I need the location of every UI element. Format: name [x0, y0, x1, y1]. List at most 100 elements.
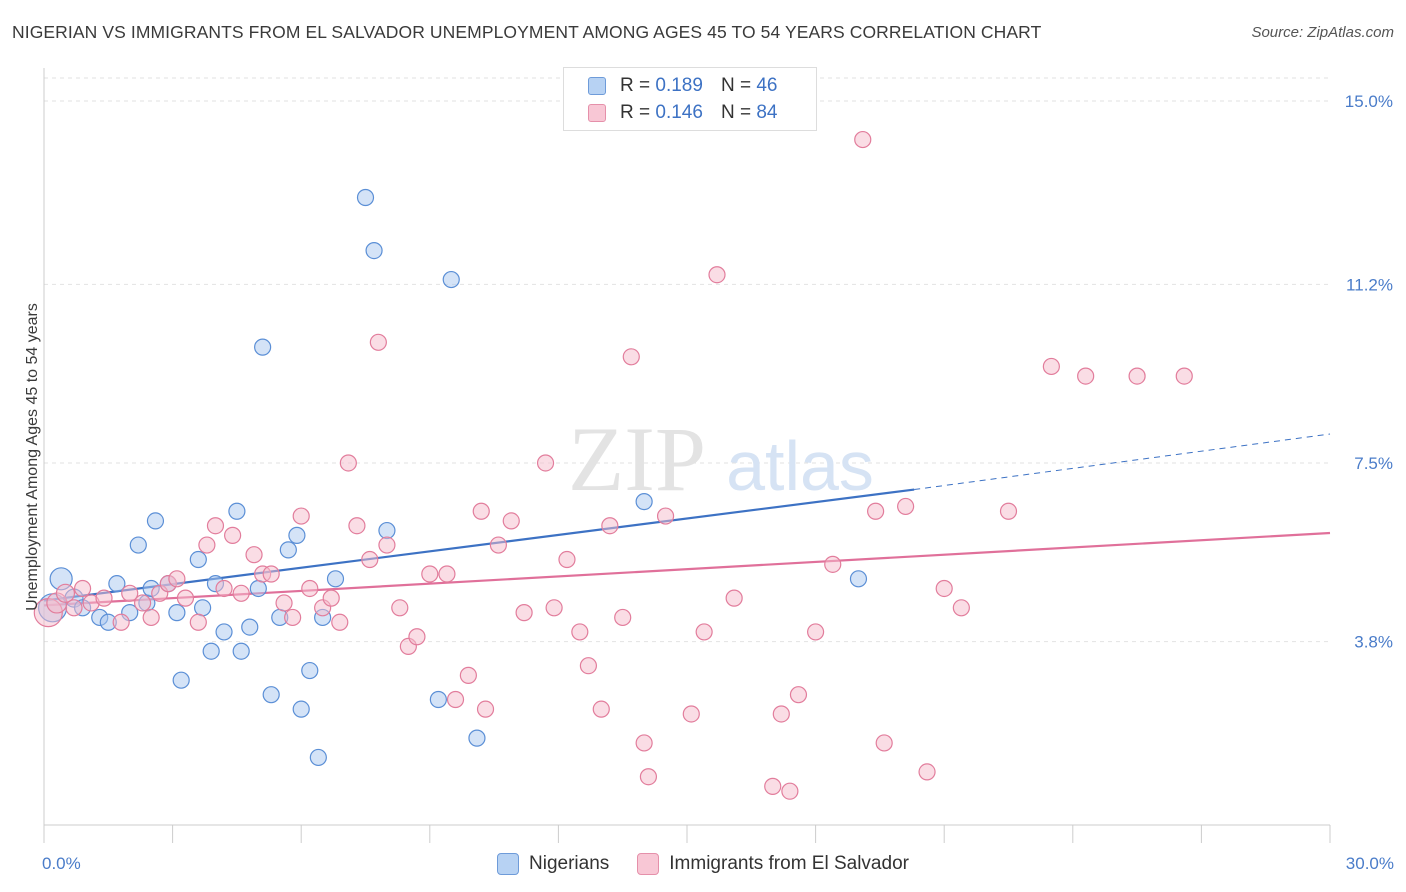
- x-tick-label-1: 30.0%: [1346, 854, 1394, 873]
- series-1-point: [999, 502, 1018, 520]
- series-0-point: [365, 241, 383, 260]
- series-1-point: [952, 599, 970, 617]
- series-1-point: [875, 734, 893, 752]
- series-1-point: [476, 700, 495, 718]
- series-1-point: [391, 599, 409, 617]
- series-1-point: [121, 584, 139, 602]
- chart-title: NIGERIAN VS IMMIGRANTS FROM EL SALVADOR …: [12, 22, 1042, 42]
- series-1-point: [348, 517, 366, 535]
- series-1-point: [369, 333, 387, 351]
- series-0-point: [326, 570, 345, 588]
- series-1-point: [339, 454, 357, 472]
- series-1-point: [322, 589, 340, 607]
- legend-n-label: N =: [720, 75, 752, 96]
- series-1-point: [639, 768, 658, 786]
- watermark-zip: ZIP: [568, 408, 706, 510]
- series-1-point: [142, 608, 160, 627]
- correlation-legend: R = 0.189 N = 46 R = 0.146 N = 84: [563, 67, 817, 131]
- series-1-point: [824, 555, 842, 573]
- legend-r-label: R =: [620, 102, 651, 123]
- series-0-point: [378, 521, 396, 540]
- series-1-point: [854, 130, 872, 149]
- trend-extension-series-0: [914, 433, 1331, 491]
- series-1-point: [489, 536, 507, 554]
- series-1-point: [245, 546, 263, 564]
- watermark-atlas: atlas: [726, 427, 874, 505]
- legend-r-label: R =: [620, 75, 651, 96]
- series-0-point: [228, 502, 246, 520]
- series-0-point: [288, 526, 306, 544]
- series-1-point: [806, 623, 825, 641]
- series-1-point: [73, 579, 92, 598]
- series-0-point: [292, 700, 310, 718]
- series-0-point: [129, 536, 147, 554]
- series-1-point: [781, 782, 799, 800]
- series-1-point: [408, 628, 426, 646]
- legend-swatch-nigerians: [497, 853, 520, 875]
- series-1-point: [421, 565, 439, 583]
- series-0-point: [429, 690, 447, 709]
- series-1-point: [224, 526, 242, 544]
- series-0-point: [108, 575, 126, 593]
- watermark: ZIP atlas: [568, 408, 874, 510]
- y-axis-label: Unemployment Among Ages 45 to 54 years: [24, 303, 41, 611]
- series-1-point: [378, 536, 396, 554]
- series-1-points: [33, 130, 1193, 800]
- series-1-point: [95, 589, 113, 607]
- series-1-point: [275, 594, 293, 612]
- series-1-point: [331, 613, 349, 631]
- legend-label-el-salvador: Immigrants from El Salvador: [669, 853, 909, 874]
- legend-swatch-el-salvador: [588, 104, 606, 122]
- series-1-point: [515, 604, 533, 622]
- series-0-point: [309, 748, 327, 767]
- legend-row-nigerians: R = 0.189 N = 46: [588, 74, 777, 98]
- series-1-point: [168, 570, 186, 588]
- series-1-point: [935, 579, 953, 598]
- series-1-point: [189, 613, 207, 631]
- series-1-point: [472, 502, 490, 520]
- legend-n-label: N =: [720, 102, 752, 123]
- series-1-point: [446, 690, 465, 709]
- legend-n-value: 84: [756, 102, 778, 123]
- series-1-point: [438, 565, 456, 583]
- series-1-point: [198, 536, 216, 554]
- series-0-point: [849, 570, 868, 588]
- series-1-point: [502, 512, 520, 530]
- series-1-point: [592, 700, 610, 718]
- series-1-point: [133, 594, 152, 612]
- series-1-point: [614, 608, 632, 627]
- series-0-point: [301, 661, 319, 680]
- series-1-point: [1042, 357, 1060, 376]
- series-1-point: [772, 705, 790, 723]
- legend-item-el-salvador: Immigrants from El Salvador: [637, 853, 909, 875]
- trend-line-series-0: [43, 488, 915, 602]
- legend-item-nigerians: Nigerians: [497, 853, 609, 875]
- series-0-point: [254, 338, 272, 356]
- series-1-point: [764, 777, 782, 795]
- series-1-point: [918, 763, 936, 781]
- series-1-point: [262, 565, 280, 583]
- series-1-point: [459, 666, 477, 684]
- series-1-point: [545, 599, 563, 617]
- legend-swatch-el-salvador: [637, 853, 660, 875]
- series-1-point: [1175, 367, 1193, 385]
- series-0-point: [279, 541, 297, 559]
- series-1-point: [622, 348, 640, 366]
- series-1-point: [301, 579, 319, 598]
- legend-swatch-nigerians: [588, 77, 606, 95]
- source-label: Source: ZipAtlas.com: [1251, 24, 1394, 41]
- series-0-point: [232, 642, 250, 660]
- series-0-point: [468, 729, 486, 747]
- series-1-point: [536, 454, 555, 472]
- series-1-point: [867, 502, 885, 520]
- series-1-point: [656, 507, 675, 525]
- x-tick-label-0: 0.0%: [42, 854, 81, 873]
- series-1-point: [215, 579, 233, 598]
- axes: [43, 68, 1331, 843]
- series-1-point: [725, 589, 743, 607]
- series-1-point: [579, 657, 598, 675]
- y-tick-label-1: 7.5%: [1354, 454, 1393, 473]
- y-tick-label-0: 3.8%: [1354, 633, 1393, 652]
- series-1-point: [112, 613, 130, 631]
